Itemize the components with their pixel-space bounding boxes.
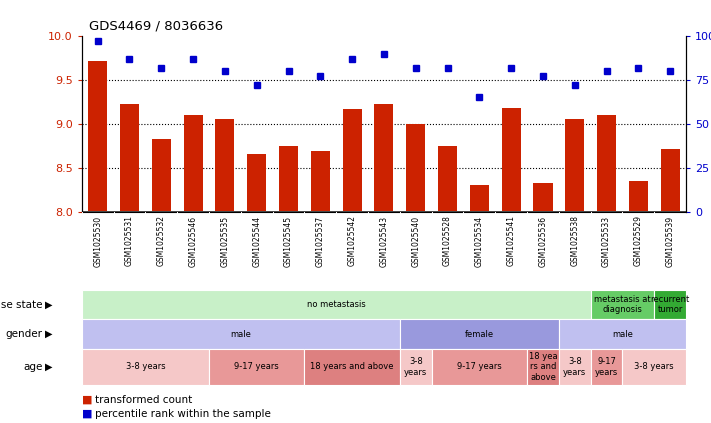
Text: 9-17 years: 9-17 years bbox=[235, 363, 279, 371]
Bar bbox=[88, 61, 107, 212]
Text: ▶: ▶ bbox=[45, 329, 53, 339]
Text: GSM1025532: GSM1025532 bbox=[157, 215, 166, 266]
Text: percentile rank within the sample: percentile rank within the sample bbox=[95, 409, 270, 419]
Bar bbox=[597, 115, 616, 212]
Text: GSM1025542: GSM1025542 bbox=[348, 215, 357, 266]
Text: 9-17
years: 9-17 years bbox=[595, 357, 619, 376]
Text: GSM1025537: GSM1025537 bbox=[316, 215, 325, 266]
Text: recurrent
tumor: recurrent tumor bbox=[651, 295, 690, 314]
Bar bbox=[502, 108, 520, 212]
Bar bbox=[661, 149, 680, 212]
Bar bbox=[406, 124, 425, 212]
Text: GSM1025541: GSM1025541 bbox=[507, 215, 515, 266]
Text: male: male bbox=[230, 330, 251, 339]
Bar bbox=[151, 139, 171, 212]
Bar bbox=[247, 154, 266, 212]
Text: GSM1025530: GSM1025530 bbox=[93, 215, 102, 266]
Text: GSM1025539: GSM1025539 bbox=[665, 215, 675, 266]
Text: GSM1025529: GSM1025529 bbox=[634, 215, 643, 266]
Text: age: age bbox=[23, 362, 43, 372]
Text: GSM1025545: GSM1025545 bbox=[284, 215, 293, 266]
Text: GSM1025533: GSM1025533 bbox=[602, 215, 611, 266]
Text: GSM1025540: GSM1025540 bbox=[411, 215, 420, 266]
Text: GDS4469 / 8036636: GDS4469 / 8036636 bbox=[89, 19, 223, 32]
Text: GSM1025538: GSM1025538 bbox=[570, 215, 579, 266]
Bar bbox=[470, 185, 489, 212]
Text: ▶: ▶ bbox=[45, 299, 53, 310]
Bar bbox=[438, 146, 457, 212]
Bar bbox=[375, 104, 393, 212]
Bar bbox=[279, 146, 298, 212]
Text: GSM1025543: GSM1025543 bbox=[380, 215, 388, 266]
Bar bbox=[629, 181, 648, 212]
Text: 3-8
years: 3-8 years bbox=[404, 357, 427, 376]
Text: 18 yea
rs and
above: 18 yea rs and above bbox=[529, 352, 557, 382]
Text: transformed count: transformed count bbox=[95, 395, 192, 405]
Text: 3-8 years: 3-8 years bbox=[634, 363, 674, 371]
Text: GSM1025531: GSM1025531 bbox=[125, 215, 134, 266]
Text: GSM1025536: GSM1025536 bbox=[538, 215, 547, 266]
Text: GSM1025535: GSM1025535 bbox=[220, 215, 230, 266]
Text: female: female bbox=[465, 330, 494, 339]
Text: 9-17 years: 9-17 years bbox=[457, 363, 502, 371]
Bar bbox=[183, 115, 203, 212]
Text: GSM1025528: GSM1025528 bbox=[443, 215, 452, 266]
Text: ▶: ▶ bbox=[45, 362, 53, 372]
Bar bbox=[533, 183, 552, 212]
Bar bbox=[343, 109, 362, 212]
Text: male: male bbox=[612, 330, 633, 339]
Text: gender: gender bbox=[6, 329, 43, 339]
Bar bbox=[215, 119, 235, 212]
Text: GSM1025534: GSM1025534 bbox=[475, 215, 484, 266]
Text: 3-8 years: 3-8 years bbox=[126, 363, 165, 371]
Text: disease state: disease state bbox=[0, 299, 43, 310]
Text: ■: ■ bbox=[82, 409, 92, 419]
Text: no metastasis: no metastasis bbox=[307, 300, 365, 309]
Text: GSM1025544: GSM1025544 bbox=[252, 215, 261, 266]
Text: 3-8
years: 3-8 years bbox=[563, 357, 587, 376]
Text: 18 years and above: 18 years and above bbox=[311, 363, 394, 371]
Bar bbox=[565, 119, 584, 212]
Bar bbox=[311, 151, 330, 212]
Text: metastasis at
diagnosis: metastasis at diagnosis bbox=[594, 295, 651, 314]
Text: ■: ■ bbox=[82, 395, 92, 405]
Bar bbox=[120, 104, 139, 212]
Text: GSM1025546: GSM1025546 bbox=[188, 215, 198, 266]
